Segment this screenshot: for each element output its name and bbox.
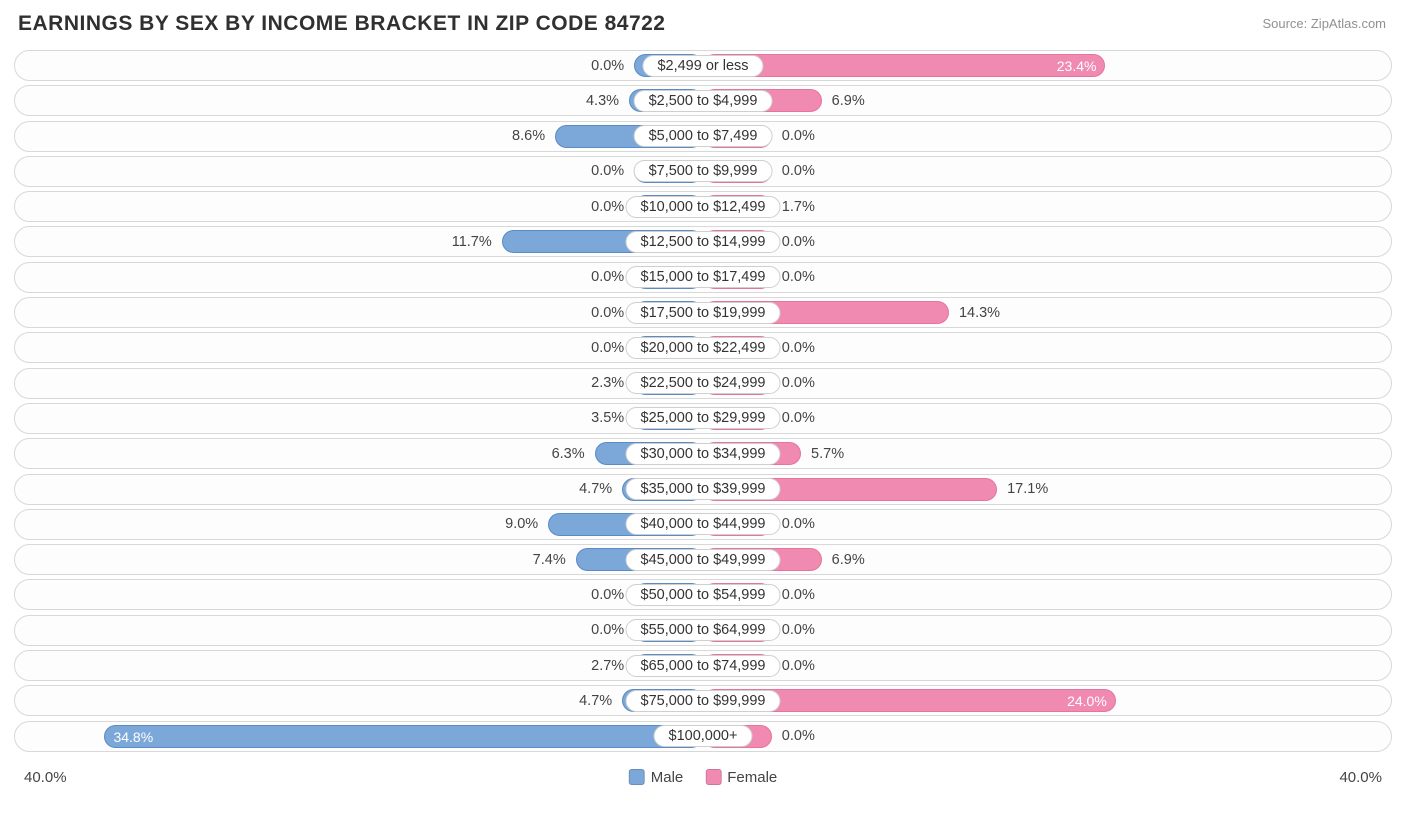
bar-row: 8.6% 0.0% $5,000 to $7,499: [14, 121, 1392, 152]
bracket-label: $75,000 to $99,999: [626, 690, 781, 712]
male-value: 0.0%: [591, 199, 624, 215]
bar-row: 7.4% 6.9% $45,000 to $49,999: [14, 544, 1392, 575]
male-value: 0.0%: [591, 340, 624, 356]
female-value: 1.7%: [782, 199, 815, 215]
legend-female-label: Female: [727, 769, 777, 786]
female-value: 0.0%: [782, 516, 815, 532]
bar-row: 3.5% 0.0%$25,000 to $29,999: [14, 403, 1392, 434]
male-value: 0.0%: [591, 269, 624, 285]
female-value: 0.0%: [782, 269, 815, 285]
chart-footer: 40.0% 40.0% Male Female: [14, 769, 1392, 793]
female-value: 0.0%: [782, 410, 815, 426]
chart-title: EARNINGS BY SEX BY INCOME BRACKET IN ZIP…: [18, 12, 665, 36]
bar-row: 4.3% 6.9% $2,500 to $4,999: [14, 85, 1392, 116]
female-value: 0.0%: [782, 163, 815, 179]
bracket-label: $2,500 to $4,999: [634, 90, 773, 112]
bar-row: 0.0% 0.0%$15,000 to $17,499: [14, 262, 1392, 293]
female-value: 0.0%: [782, 587, 815, 603]
source-attribution: Source: ZipAtlas.com: [1262, 16, 1386, 31]
female-value: 5.7%: [811, 446, 844, 462]
male-value: 0.0%: [591, 163, 624, 179]
swatch-female-icon: [705, 769, 721, 785]
bracket-label: $65,000 to $74,999: [626, 655, 781, 677]
bracket-label: $100,000+: [654, 725, 753, 747]
bracket-label: $25,000 to $29,999: [626, 407, 781, 429]
female-value: 0.0%: [782, 658, 815, 674]
female-value: 0.0%: [782, 622, 815, 638]
female-value: 0.0%: [782, 234, 815, 250]
bar-row: 11.7% 0.0%$12,500 to $14,999: [14, 226, 1392, 257]
bracket-label: $55,000 to $64,999: [626, 619, 781, 641]
bracket-label: $17,500 to $19,999: [626, 302, 781, 324]
legend-item-male: Male: [629, 769, 684, 786]
bar-row: 24.0% 4.7% $75,000 to $99,999: [14, 685, 1392, 716]
male-value: 4.7%: [579, 693, 612, 709]
male-value: 6.3%: [552, 446, 585, 462]
male-value: 4.3%: [586, 93, 619, 109]
female-value: 0.0%: [782, 728, 815, 744]
bar-row: 2.3% 0.0%$22,500 to $24,999: [14, 368, 1392, 399]
bracket-label: $15,000 to $17,499: [626, 266, 781, 288]
bar-row: 34.8% 0.0% $100,000+: [14, 721, 1392, 752]
male-value: 8.6%: [512, 128, 545, 144]
male-bar: 34.8%: [104, 725, 703, 748]
axis-max-right: 40.0%: [1339, 769, 1382, 786]
bar-row: 4.7% 17.1% $35,000 to $39,999: [14, 474, 1392, 505]
female-value: 17.1%: [1007, 481, 1048, 497]
female-value: 6.9%: [832, 93, 865, 109]
male-value: 11.7%: [452, 234, 492, 250]
swatch-male-icon: [629, 769, 645, 785]
legend: Male Female: [629, 769, 778, 786]
bracket-label: $30,000 to $34,999: [626, 443, 781, 465]
male-value: 4.7%: [579, 481, 612, 497]
bar-row: 9.0% 0.0%$40,000 to $44,999: [14, 509, 1392, 540]
bar-row: 0.0% 14.3% $17,500 to $19,999: [14, 297, 1392, 328]
male-value: 2.7%: [591, 658, 624, 674]
male-value: 34.8%: [105, 726, 161, 749]
female-value: 0.0%: [782, 340, 815, 356]
bracket-label: $2,499 or less: [642, 55, 763, 77]
bracket-label: $20,000 to $22,499: [626, 337, 781, 359]
bar-row: 6.3% 5.7% $30,000 to $34,999: [14, 438, 1392, 469]
male-value: 0.0%: [591, 622, 624, 638]
bar-row: 2.7% 0.0%$65,000 to $74,999: [14, 650, 1392, 681]
male-value: 0.0%: [591, 58, 624, 74]
bar-row: 0.0% 0.0% $7,500 to $9,999: [14, 156, 1392, 187]
female-value: 0.0%: [782, 375, 815, 391]
male-value: 2.3%: [591, 375, 624, 391]
female-value: 24.0%: [1059, 690, 1115, 713]
bracket-label: $50,000 to $54,999: [626, 584, 781, 606]
bar-row: 23.4% 0.0% $2,499 or less: [14, 50, 1392, 81]
bar-row: 0.0% 0.0%$50,000 to $54,999: [14, 579, 1392, 610]
male-value: 0.0%: [591, 587, 624, 603]
chart-area: 23.4% 0.0% $2,499 or less 4.3% 6.9% $2,500 to…: [14, 50, 1392, 757]
female-value: 6.9%: [832, 552, 865, 568]
bracket-label: $5,000 to $7,499: [634, 125, 773, 147]
male-value: 7.4%: [533, 552, 566, 568]
axis-max-left: 40.0%: [24, 769, 67, 786]
male-value: 3.5%: [591, 410, 624, 426]
bracket-label: $40,000 to $44,999: [626, 513, 781, 535]
female-value: 23.4%: [1049, 55, 1105, 78]
male-value: 9.0%: [505, 516, 538, 532]
bar-row: 0.0% 0.0%$20,000 to $22,499: [14, 332, 1392, 363]
legend-male-label: Male: [651, 769, 684, 786]
bar-row: 0.0% 0.0%$55,000 to $64,999: [14, 615, 1392, 646]
bracket-label: $12,500 to $14,999: [626, 231, 781, 253]
bracket-label: $22,500 to $24,999: [626, 372, 781, 394]
bracket-label: $10,000 to $12,499: [626, 196, 781, 218]
male-value: 0.0%: [591, 305, 624, 321]
bar-row: 0.0% 1.7%$10,000 to $12,499: [14, 191, 1392, 222]
legend-item-female: Female: [705, 769, 777, 786]
female-value: 0.0%: [782, 128, 815, 144]
bracket-label: $45,000 to $49,999: [626, 549, 781, 571]
bracket-label: $35,000 to $39,999: [626, 478, 781, 500]
female-value: 14.3%: [959, 305, 1000, 321]
bracket-label: $7,500 to $9,999: [634, 160, 773, 182]
